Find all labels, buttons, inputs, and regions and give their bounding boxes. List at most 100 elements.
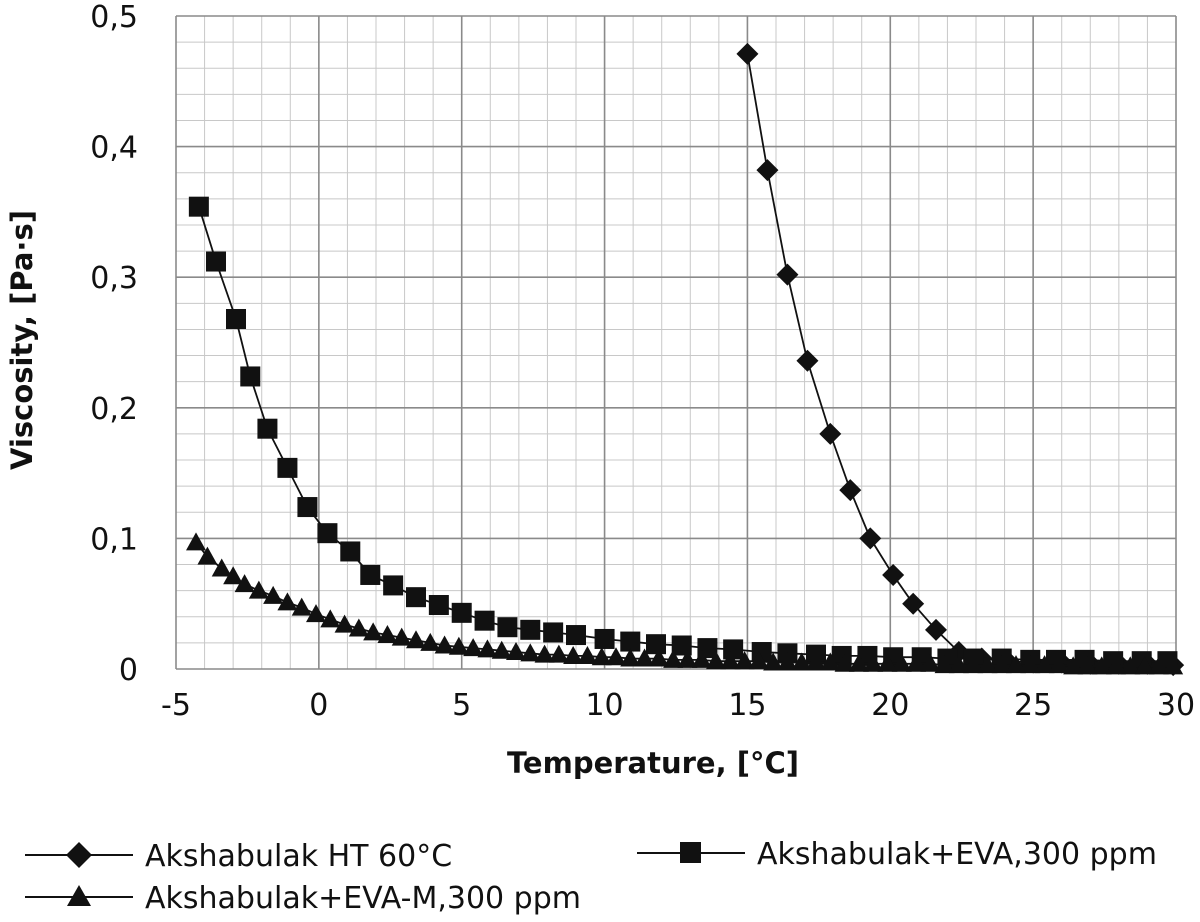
triangle-point — [377, 625, 398, 644]
triangle-point — [834, 653, 855, 672]
y-tick-label: 0,5 — [90, 0, 138, 35]
triangle-point — [477, 639, 498, 658]
triangle-point — [1120, 656, 1141, 675]
diamond-point — [756, 159, 779, 182]
square-point — [277, 457, 298, 478]
legend-label-akshabulak-ht: Akshabulak HT 60°C — [145, 839, 452, 874]
triangle-point — [211, 558, 232, 577]
series-3 — [186, 532, 1184, 675]
triangle-point — [1020, 655, 1041, 674]
legend: Akshabulak HT 60°C Akshabulak+EVA,300 pp… — [25, 837, 1157, 916]
triangle-point — [491, 640, 512, 659]
triangle-point — [863, 653, 884, 672]
triangle-point — [391, 627, 412, 646]
legend-label-akshabulak-eva-m: Akshabulak+EVA-M,300 ppm — [145, 881, 581, 916]
triangle-point — [277, 592, 298, 611]
x-axis-label: Temperature, [°C] — [507, 746, 799, 780]
triangle-point — [186, 532, 206, 551]
square-point — [240, 366, 261, 387]
square-point — [671, 635, 692, 656]
series-line — [195, 541, 1174, 668]
triangle-point — [306, 604, 326, 623]
triangle-point — [548, 644, 569, 663]
legend-item-akshabulak-eva-m: Akshabulak+EVA-M,300 ppm — [25, 881, 581, 916]
triangle-point — [520, 643, 541, 662]
y-tick-label: 0,1 — [90, 522, 138, 557]
square-point — [543, 622, 564, 643]
tick-labels: -5 0 5 10 15 20 25 30 0 0,1 0,2 0,3 0,4 0,5 — [90, 0, 1195, 723]
series-layer — [186, 42, 1185, 677]
square-point — [474, 610, 495, 631]
triangle-point — [634, 648, 655, 667]
x-tick-label: 15 — [728, 688, 766, 723]
triangle-point — [806, 652, 826, 671]
triangle-point — [348, 618, 369, 637]
legend-item-akshabulak-eva: Akshabulak+EVA,300 ppm — [637, 837, 1157, 872]
triangle-point — [434, 635, 455, 654]
triangle-point — [820, 652, 841, 671]
triangle-point — [906, 653, 926, 672]
triangle-point — [977, 655, 998, 674]
triangle-point — [223, 566, 244, 585]
square-point — [188, 196, 209, 217]
series-1 — [736, 42, 1185, 677]
triangle-point — [1006, 655, 1026, 674]
triangle-point — [234, 574, 255, 593]
triangle-point — [848, 653, 869, 672]
diamond-point — [839, 479, 862, 502]
triangle-point — [1063, 656, 1084, 675]
triangle-point — [363, 622, 384, 641]
triangle-point — [506, 642, 526, 661]
triangle-point — [877, 653, 898, 672]
triangle-point — [463, 638, 484, 657]
diamond-point — [736, 42, 759, 65]
y-tick-label: 0 — [119, 653, 138, 688]
triangle-point — [563, 645, 584, 664]
triangle-point — [963, 655, 984, 674]
square-point — [620, 631, 641, 652]
triangle-point — [620, 648, 641, 667]
triangle-marker-icon — [67, 885, 91, 906]
triangle-point — [420, 632, 441, 651]
square-point — [451, 602, 472, 623]
square-point — [383, 575, 404, 596]
triangle-point — [920, 653, 941, 672]
diamond-point — [882, 563, 905, 586]
triangle-point — [1048, 655, 1069, 674]
triangle-point — [248, 580, 269, 599]
triangle-point — [934, 655, 955, 674]
triangle-point — [691, 649, 712, 668]
triangle-point — [1163, 656, 1184, 675]
triangle-point — [663, 649, 684, 668]
triangle-point — [677, 649, 698, 668]
square-point — [520, 619, 541, 640]
x-tick-label: 25 — [1014, 688, 1052, 723]
square-point — [206, 251, 226, 272]
triangle-point — [406, 630, 426, 649]
diamond-point — [925, 618, 947, 641]
square-point — [340, 541, 361, 562]
square-point — [406, 587, 426, 608]
triangle-point — [777, 652, 798, 671]
diamond-point — [796, 349, 819, 372]
triangle-point — [748, 651, 769, 670]
x-tick-label: 10 — [585, 688, 623, 723]
triangle-point — [991, 655, 1012, 674]
diamond-marker-icon — [66, 842, 92, 868]
triangle-point — [720, 651, 741, 670]
y-tick-label: 0,4 — [90, 131, 138, 166]
triangle-point — [1091, 656, 1112, 675]
triangle-point — [763, 652, 784, 671]
triangle-point — [591, 647, 612, 666]
triangle-point — [534, 644, 555, 663]
square-point — [497, 617, 518, 638]
y-tick-label: 0,3 — [90, 261, 138, 296]
triangle-point — [1034, 655, 1055, 674]
x-tick-label: -5 — [161, 688, 191, 723]
square-point — [723, 639, 744, 660]
legend-item-akshabulak-ht: Akshabulak HT 60°C — [25, 839, 452, 874]
triangle-point — [1106, 656, 1126, 675]
triangle-point — [791, 652, 812, 671]
square-point — [566, 625, 586, 646]
